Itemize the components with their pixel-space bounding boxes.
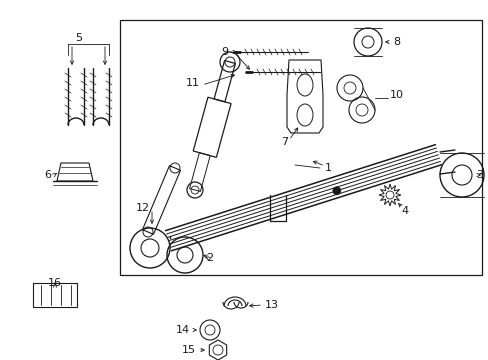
Text: 1: 1 [324, 163, 331, 173]
Text: 5: 5 [75, 33, 82, 43]
Text: 9: 9 [221, 47, 227, 57]
Circle shape [332, 187, 340, 195]
Text: 14: 14 [176, 325, 190, 335]
Text: 12: 12 [136, 203, 150, 213]
Text: 13: 13 [264, 300, 279, 310]
Text: 16: 16 [48, 278, 62, 288]
Text: 10: 10 [389, 90, 403, 100]
Bar [33, 283, 77, 307]
Text: 2: 2 [206, 253, 213, 263]
Bar [120, 20, 481, 275]
Text: 7: 7 [281, 137, 288, 147]
Text: 15: 15 [182, 345, 196, 355]
Text: 6: 6 [44, 170, 51, 180]
Text: 8: 8 [392, 37, 399, 47]
Text: 4: 4 [401, 206, 408, 216]
Text: 11: 11 [185, 78, 200, 88]
Text: 3: 3 [475, 170, 483, 180]
